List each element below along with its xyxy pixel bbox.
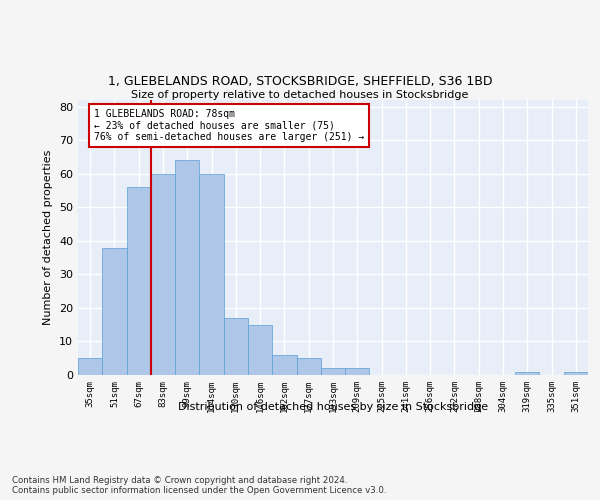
Text: 1 GLEBELANDS ROAD: 78sqm
← 23% of detached houses are smaller (75)
76% of semi-d: 1 GLEBELANDS ROAD: 78sqm ← 23% of detach… (94, 108, 364, 142)
Bar (102, 248, 127, 375)
Bar (515, 372, 539, 375)
Bar (175, 160, 199, 375)
Text: Distribution of detached houses by size in Stocksbridge: Distribution of detached houses by size … (178, 402, 488, 412)
Text: Size of property relative to detached houses in Stocksbridge: Size of property relative to detached ho… (131, 90, 469, 100)
Text: Contains HM Land Registry data © Crown copyright and database right 2024.
Contai: Contains HM Land Registry data © Crown c… (12, 476, 386, 495)
Bar (564, 372, 588, 375)
Text: 1, GLEBELANDS ROAD, STOCKSBRIDGE, SHEFFIELD, S36 1BD: 1, GLEBELANDS ROAD, STOCKSBRIDGE, SHEFFI… (108, 74, 492, 88)
Bar (272, 355, 296, 375)
Bar (224, 318, 248, 375)
Bar (345, 368, 370, 375)
Y-axis label: Number of detached properties: Number of detached properties (43, 150, 53, 325)
Bar (296, 358, 321, 375)
Bar (78, 358, 102, 375)
Bar (151, 174, 175, 375)
Bar (248, 324, 272, 375)
Bar (127, 187, 151, 375)
Bar (199, 174, 224, 375)
Bar (321, 368, 345, 375)
